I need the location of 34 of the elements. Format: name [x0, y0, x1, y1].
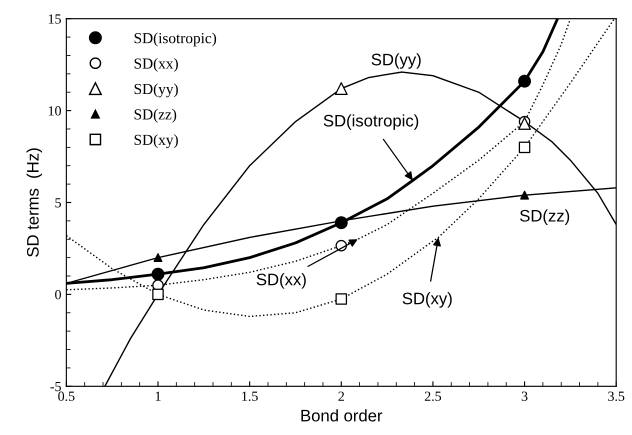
- point: [518, 142, 530, 154]
- x-tick-label: 2.5: [424, 392, 442, 401]
- legend-label: SD(isotropic): [134, 32, 216, 46]
- annotation: SD(isotropic): [324, 114, 418, 130]
- x-tick-label: 3.5: [608, 392, 624, 401]
- x-tick-label: 0.5: [58, 392, 74, 401]
- legend-label: SD(xy): [134, 134, 178, 148]
- x-axis-title: Bond order: [301, 409, 382, 422]
- x-tick-label: 3: [522, 392, 528, 401]
- annotation: SD(yy): [372, 53, 421, 69]
- x-tick-label: 1.5: [242, 392, 258, 401]
- annotation: SD(zz): [520, 209, 570, 225]
- y-tick-label: 10: [48, 106, 61, 116]
- point: [152, 288, 164, 300]
- point: [518, 74, 531, 88]
- x-tick-label: 1: [156, 392, 161, 401]
- point: [518, 117, 531, 130]
- y-tick-label: 0: [55, 290, 61, 300]
- point: [520, 190, 529, 200]
- point: [334, 82, 348, 95]
- legend-label: SD(zz): [134, 108, 176, 123]
- annotation: SD(xy): [402, 292, 452, 308]
- point: [336, 293, 348, 305]
- y-tick-label: 5: [55, 198, 61, 208]
- legend-label: SD(yy): [134, 83, 178, 98]
- x-tick-label: 2: [338, 392, 344, 401]
- y-axis-title: SD terms (Hz): [26, 148, 42, 257]
- legend-label: SD(xx): [134, 58, 178, 72]
- y-tick-label: -5: [50, 382, 61, 392]
- point: [152, 268, 164, 281]
- annotation: SD(xx): [256, 273, 306, 289]
- point: [334, 216, 348, 230]
- point: [154, 253, 162, 262]
- y-tick-label: 15: [48, 14, 61, 24]
